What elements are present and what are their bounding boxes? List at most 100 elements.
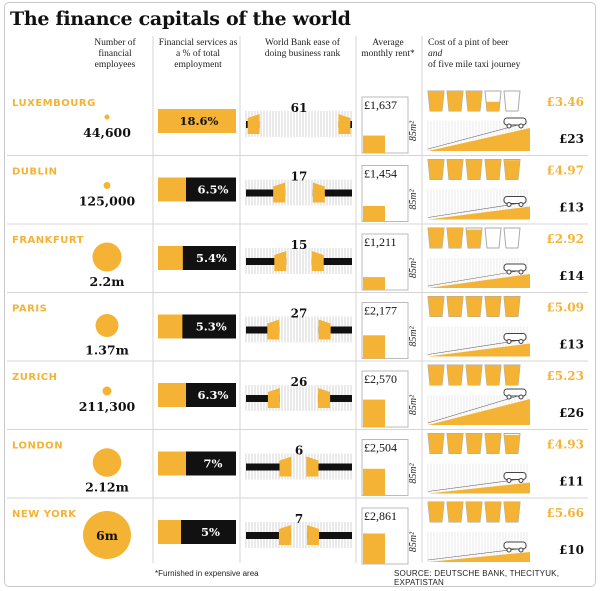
city-row-frankfurt: FRANKFURT 2.2m 5.4% 15 £1,211 85m² £2.92 £14 [7,223,588,291]
share-bar-fill [158,314,183,339]
rent-fill [363,468,385,496]
taxi-wheel-icon [518,269,524,275]
rank-bar-left [246,189,286,197]
taxi-wedge [428,343,530,357]
share-bar-fill [158,177,186,202]
share-label: 18.6% [180,114,219,128]
beer-glass-fill [428,502,444,522]
beer-glass-fill [447,433,463,454]
share-bar-fill [158,520,181,544]
page-title: The finance capitals of the world [10,8,351,30]
employees-circle [102,386,112,396]
beer-price: £4.97 [546,164,584,178]
beer-glass-outline [484,227,502,249]
rank-bar-left [246,532,291,539]
employees-label: 2.12m [85,480,129,495]
city-row-zurich: ZURICH 211,300 6.3% 26 £2,570 85m² £5.23 £26 [7,360,588,428]
taxi-car-icon [503,196,527,204]
rank-hand-right [318,319,331,340]
beer-glass-fill [428,159,444,180]
beer-glass-fill [466,502,482,522]
beer-glass-fill [485,502,501,522]
rent-fill [363,399,385,427]
rent-fill [363,533,385,564]
taxi-road-line [427,395,519,424]
footnote: *Furnished in expensive area [155,569,259,578]
taxi-wedge [428,128,530,151]
share-label: 5.4% [196,251,227,265]
rank-bar-left [246,395,280,402]
beer-glass-fill [485,159,501,180]
taxi-wedge [428,206,530,220]
rent-fill [363,335,385,359]
rent-fill [363,277,385,290]
header-cost-b: and [428,49,443,59]
employees-circle [92,448,122,477]
beer-glass-fill [504,160,520,180]
city-name: FRANKFURT [12,235,84,246]
rank-hand-right [312,182,325,203]
rent-label: £2,504 [364,441,397,455]
beer-glass-fill [485,296,501,317]
city-name: LONDON [12,441,63,452]
rent-fill [363,205,385,222]
rank-hand-right [338,114,351,134]
share-label: 6.5% [198,183,229,197]
header-cost: Cost of a pint of beer and of five mile … [428,38,588,71]
taxi-car-icon [503,472,527,480]
rank-label: 6 [295,444,303,458]
taxi-wheel-icon [518,547,524,553]
rank-hand-left [274,251,287,271]
beer-glass-fill [466,91,482,111]
beer-glass-fill [466,365,482,385]
rent-unit: 85m² [408,394,419,415]
rent-unit: 85m² [408,462,419,483]
city-name: DUBLIN [12,167,58,178]
beer-glass-fill [486,101,500,111]
rank-hand-right [306,456,319,477]
share-label: 6.3% [198,388,229,402]
rank-label: 26 [291,375,308,389]
city-row-luxembourg: LUXEMBOURG 44,600 18.6% 61 £1,637 85m² £3.46 £2… [12,90,584,154]
city-name: ZURICH [12,372,58,383]
taxi-road-line [427,124,519,150]
rank-bar-right [312,189,352,197]
beer-glass-outline [503,90,521,112]
rank-hand-left [267,319,280,340]
beer-price: £5.23 [546,369,584,383]
share-label: 5% [201,525,220,539]
beer-glass-fill [504,502,520,522]
rent-unit: 85m² [408,257,419,278]
rent-unit: 85m² [408,188,419,209]
beer-glass-fill [447,228,463,248]
city-name: PARIS [12,304,47,315]
employees-circle [83,511,131,559]
beer-glass-fill [466,229,482,248]
taxi-wheel-icon [518,123,524,129]
beer-glass-fill [428,433,444,454]
rank-hand-left [247,114,260,134]
taxi-wheel-icon [506,394,512,400]
beer-glass-fill [504,434,520,454]
city-row-london: LONDON 2.12m 7% 6 £2,504 85m² £4.93 £11 [7,429,588,496]
rank-hand-right [318,388,331,408]
rank-bar-right [307,532,352,539]
rank-bar-left [246,258,287,265]
beer-glass-fill [428,365,444,385]
beer-price: £4.93 [546,438,584,452]
beer-glass-fill [447,365,463,385]
header-rank: World Bank ease of doing business rank [264,38,341,59]
taxi-price: £14 [559,269,584,283]
taxi-car-icon [503,117,527,126]
rent-label: £1,211 [364,235,397,249]
taxi-price: £13 [559,338,584,352]
taxi-road-line [427,340,519,355]
taxi-wedge [428,399,530,425]
taxi-road-line [427,479,519,492]
beer-glass-fill [485,433,501,454]
taxi-wheel-icon [518,478,524,483]
employees-circle [95,314,119,337]
share-bar-fill [158,451,186,476]
taxi-price: £26 [559,406,584,420]
beer-glass-fill [447,296,463,317]
